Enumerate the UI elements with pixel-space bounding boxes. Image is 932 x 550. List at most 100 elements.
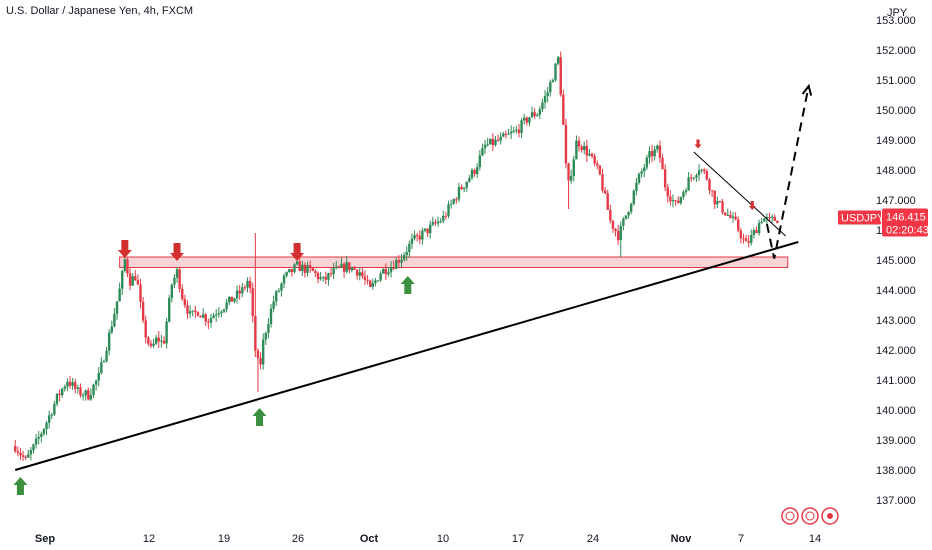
candle	[455, 197, 458, 204]
candle-body	[614, 228, 617, 232]
price-axis[interactable]: JPY 137.000 138.000 139.000 140.000 141.000 14…	[876, 7, 916, 507]
candle-body	[609, 209, 612, 221]
price-tick-label: 137.000	[876, 495, 916, 507]
price-tick-label: 143.000	[876, 315, 916, 327]
candle-body	[68, 381, 72, 386]
price-tick-label: 145.000	[876, 255, 916, 267]
candle-body	[619, 225, 622, 241]
candle	[74, 378, 77, 394]
candle-body	[744, 238, 748, 242]
candle-body	[509, 131, 513, 134]
candle	[186, 300, 189, 320]
candle	[447, 200, 450, 219]
candle	[316, 271, 320, 284]
price-tick-label: 144.000	[876, 285, 916, 297]
candle-body	[32, 444, 35, 451]
candle	[84, 389, 87, 401]
candle-body	[723, 212, 727, 216]
candle-body	[27, 454, 30, 458]
candle-body	[188, 311, 192, 314]
support-zone-rect[interactable]	[119, 256, 789, 268]
candle-body	[481, 148, 484, 156]
falling-trendline[interactable]	[693, 151, 787, 237]
candle-body	[580, 146, 583, 150]
candle-body	[324, 276, 328, 280]
time-tick-label: 7	[738, 533, 744, 545]
candle-body	[141, 301, 145, 321]
candle-body	[676, 200, 680, 204]
candle	[68, 375, 72, 389]
candle-body	[100, 362, 103, 373]
candle	[269, 303, 273, 328]
candle-body	[692, 177, 696, 179]
candle	[168, 294, 171, 323]
candle	[760, 218, 763, 225]
price-tag-countdown: 02:20:43	[886, 225, 929, 237]
time-tick-label: 24	[587, 533, 599, 545]
candle-body	[42, 429, 46, 434]
candle-body	[598, 165, 602, 175]
price-tag-value: 146.415	[886, 212, 926, 224]
candle	[332, 262, 335, 280]
arrows-layer	[13, 139, 756, 495]
rising-trendline[interactable]	[14, 241, 799, 471]
candle	[55, 393, 59, 407]
candle-body	[115, 301, 119, 314]
candle	[726, 208, 729, 217]
time-axis[interactable]: Sep 12 19 26 Oct 10 17 24 Nov 7 14	[35, 533, 821, 545]
candle	[483, 139, 487, 155]
candle	[517, 123, 521, 138]
candle-body	[577, 140, 581, 147]
candle	[311, 267, 314, 272]
candle	[418, 230, 421, 244]
candle-body	[528, 117, 531, 123]
candle	[92, 383, 95, 398]
candle	[58, 389, 61, 402]
candle	[212, 312, 215, 319]
candle	[183, 294, 187, 309]
candle	[522, 113, 526, 125]
candle	[512, 126, 515, 134]
support-arrow-up-icon	[400, 276, 415, 294]
candle-body	[222, 309, 226, 312]
candle	[408, 240, 411, 258]
candle-body	[569, 176, 573, 181]
candle-body	[353, 267, 356, 270]
support-zone-layer	[119, 256, 789, 268]
candle-body	[259, 358, 262, 365]
candle-body	[653, 149, 656, 157]
candle	[288, 269, 291, 273]
price-tick-label: 141.000	[876, 375, 916, 387]
candle-body	[121, 270, 124, 289]
candle-body	[517, 129, 521, 134]
candle-body	[160, 340, 163, 342]
candle	[415, 232, 419, 242]
candle	[708, 178, 711, 195]
candle-body	[423, 228, 427, 231]
candles-layer	[14, 51, 779, 461]
candle-body	[376, 280, 380, 282]
candle	[175, 266, 179, 283]
candle	[27, 449, 30, 459]
candle-body	[616, 231, 620, 241]
price-tick-label: 148.000	[876, 165, 916, 177]
candle	[614, 227, 617, 237]
candle	[308, 260, 312, 273]
candle-body	[669, 196, 672, 202]
candle-body	[355, 269, 359, 276]
candle	[402, 252, 406, 262]
candle	[254, 233, 257, 357]
candle-body	[314, 270, 317, 274]
candle-body	[710, 190, 714, 192]
candle	[113, 307, 116, 328]
candle	[601, 168, 604, 193]
candle-body	[199, 315, 202, 318]
candle-body	[371, 283, 374, 287]
candle	[40, 431, 43, 443]
candle	[76, 384, 80, 394]
candle	[559, 51, 562, 97]
candle	[131, 272, 134, 286]
projection-path[interactable]	[765, 85, 810, 259]
candle	[81, 392, 85, 401]
